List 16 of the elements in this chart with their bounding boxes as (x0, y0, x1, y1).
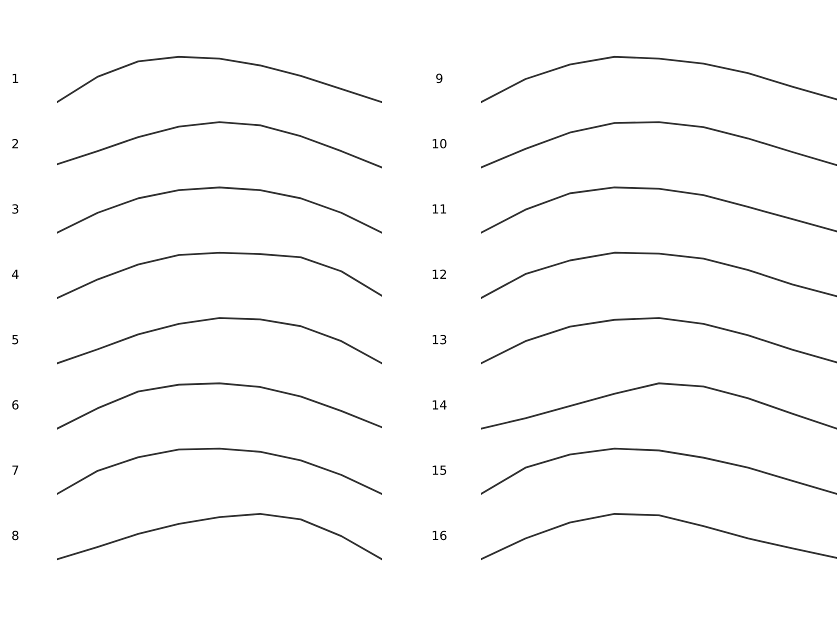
y-axis-title: 2 (12, 138, 18, 148)
y-axis-title: 13 (432, 334, 446, 344)
y-axis-title: 11 (432, 204, 446, 214)
y-axis-title: 4 (12, 270, 19, 279)
y-axis-title: 14 (432, 400, 447, 410)
y-axis-title: 12 (432, 270, 446, 279)
y-axis-title: 15 (432, 466, 446, 475)
y-axis-title: 1 (12, 74, 18, 83)
y-axis-title: 16 (432, 530, 446, 540)
y-axis-title: 9 (436, 74, 442, 84)
y-axis-title: 5 (12, 335, 18, 344)
y-axis-title: 6 (12, 400, 19, 410)
y-axis-title: 8 (12, 530, 18, 540)
y-axis-title: 7 (12, 466, 18, 475)
y-axis-title: 3 (12, 204, 18, 214)
y-axis-title: 10 (432, 138, 446, 148)
